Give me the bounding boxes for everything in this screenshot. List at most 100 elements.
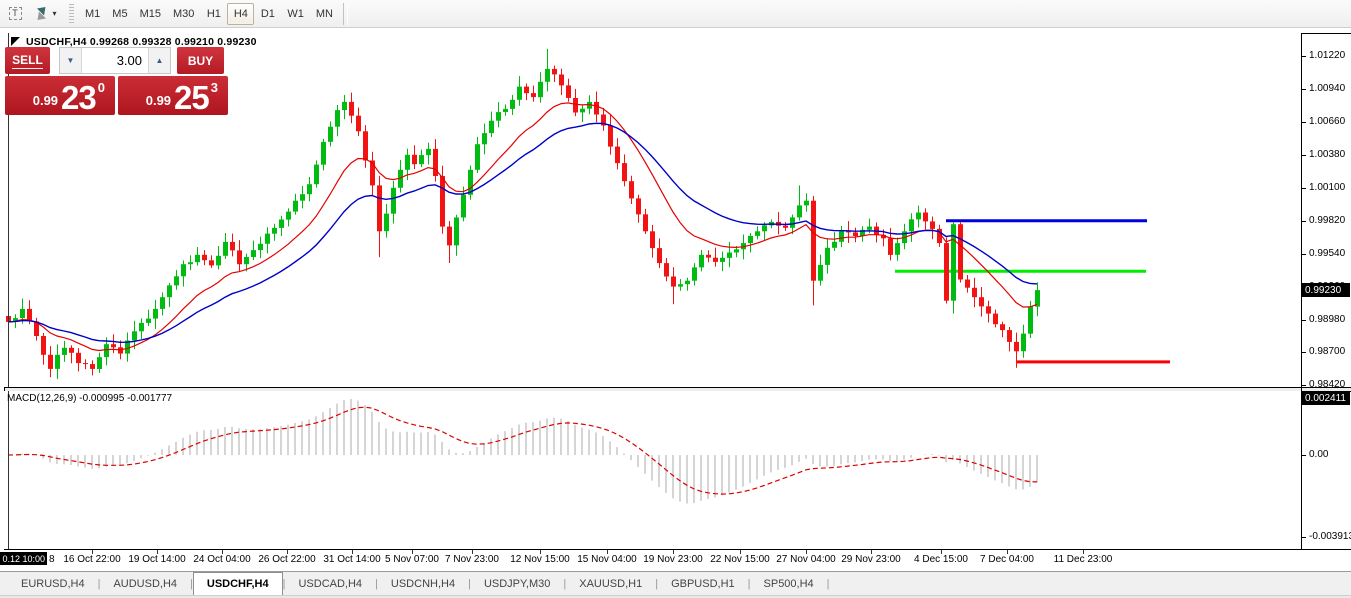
time-tick	[806, 550, 807, 554]
time-label: 27 Nov 04:00	[776, 554, 836, 565]
macd-current-badge: 0.002411	[1302, 392, 1350, 405]
pane-splitter[interactable]	[4, 388, 1351, 391]
time-tick	[941, 550, 942, 554]
tab-separator: |	[655, 577, 659, 590]
price-label: 0.98700	[1309, 346, 1346, 358]
time-label: 26 Oct 22:00	[258, 554, 316, 565]
time-label: 19 Oct 14:00	[128, 554, 186, 565]
toolbar-grip[interactable]	[69, 3, 74, 24]
bottom-strip	[0, 595, 1351, 598]
macd-min-label: -0.003913	[1309, 531, 1351, 542]
timeframe-button-mn[interactable]: MN	[315, 7, 333, 20]
price-label: 1.00380	[1309, 148, 1346, 160]
time-label: 11 Dec 23:00	[1053, 554, 1113, 565]
timeframe-toolbar: M1 M5 M15 M30 H1 H4 D1 W1 MN	[79, 2, 339, 25]
time-tick	[157, 550, 158, 554]
buy-button[interactable]: BUY	[177, 47, 224, 74]
volume-input[interactable]: 3.00	[116, 53, 142, 68]
tab-separator: |	[375, 577, 378, 590]
price-tick	[1302, 319, 1306, 321]
timeframe-button-m1[interactable]: M1	[85, 7, 101, 20]
ohlc-header: USDCHF,H4 0.99268 0.99328 0.99210 0.9923…	[26, 36, 257, 48]
chart-tab-usdcnh[interactable]: USDCNH,H4	[390, 577, 456, 590]
time-label: 4 Dec 15:00	[914, 554, 968, 565]
text-template-icon[interactable]: T	[3, 3, 27, 25]
chart-tab-xauusd[interactable]: XAUUSD,H1	[579, 577, 643, 590]
time-label: 5 Nov 07:00	[385, 554, 439, 565]
buy-price-display[interactable]: 0.99 25 3	[118, 76, 228, 115]
price-tick	[1302, 56, 1306, 57]
current-price-badge: 0.99230	[1302, 283, 1350, 298]
chart-tab-eurusd[interactable]: EURUSD,H4	[21, 577, 85, 590]
time-label: 12 Nov 15:00	[510, 554, 570, 565]
volume-increase-button[interactable]: ▲	[148, 48, 170, 73]
tabbar-separator	[0, 571, 1351, 572]
tab-separator: |	[190, 577, 193, 590]
crosshair-time-badge: 0.12 10:00	[0, 552, 47, 565]
macd-zero-label: 0.00	[1309, 449, 1329, 460]
time-label: 22 Nov 15:00	[710, 554, 770, 565]
price-tick	[1302, 121, 1306, 123]
chart-shift-marker-icon	[11, 37, 20, 46]
time-tick	[673, 550, 674, 554]
time-tick	[222, 550, 223, 554]
sell-button[interactable]: SELL	[5, 47, 50, 74]
tab-separator: |	[826, 577, 830, 590]
buy-price-big: 25	[174, 78, 210, 116]
timeframe-button-h4[interactable]: H4	[227, 2, 255, 25]
sell-price-small: 0.99	[32, 93, 59, 108]
chart-tab-usdjpy[interactable]: USDJPY,M30	[483, 577, 551, 590]
macd-min-tick	[1302, 537, 1306, 538]
sell-price-display[interactable]: 0.99 23 0	[5, 76, 115, 115]
time-label: 29 Nov 23:00	[841, 554, 901, 565]
timeframe-button-w1[interactable]: W1	[287, 7, 304, 20]
one-click-trading-panel: SELL ▼ 3.00 ▲ BUY 0.99 23 0 0.99 25	[5, 47, 229, 115]
buy-price-pipette: 3	[210, 80, 218, 95]
time-axis[interactable]: 0.12 10:00 8 16 Oct 22:00 19 Oct 14:00 24 …	[0, 550, 1351, 571]
chart-tab-usdchf[interactable]: USDCHF,H4	[192, 572, 283, 595]
price-label: 1.00940	[1309, 82, 1346, 94]
time-tick	[740, 550, 741, 554]
price-tick	[1302, 352, 1306, 354]
time-tick	[871, 550, 872, 554]
macd-indicator-pane[interactable]: MACD(12,26,9) -0.000995 -0.001777	[4, 391, 1301, 549]
toolbar-separator	[342, 2, 348, 25]
macd-chart	[7, 391, 1038, 549]
tab-separator: |	[563, 577, 567, 590]
time-tick	[352, 550, 353, 554]
price-tick	[1302, 253, 1306, 255]
price-tick	[1302, 88, 1306, 90]
time-label: 7 Dec 04:00	[980, 554, 1034, 565]
price-axis[interactable]: 1.01220 1.00940 1.00660 1.00380 1.00100 0.998…	[1302, 34, 1351, 390]
timeframe-button-m5[interactable]: M5	[112, 7, 128, 20]
chart-tab-gbpusd[interactable]: GBPUSD,H1	[671, 577, 735, 590]
chart-tab-usdcad[interactable]: USDCAD,H4	[298, 577, 363, 590]
chart-tab-audusd[interactable]: AUDUSD,H4	[113, 577, 178, 590]
price-tick	[1302, 385, 1306, 387]
price-label: 0.98980	[1309, 313, 1346, 325]
timeframe-button-m30[interactable]: M30	[172, 7, 195, 20]
chart-tab-sp500[interactable]: SP500,H4	[763, 577, 814, 590]
price-label: 1.00660	[1309, 115, 1346, 127]
macd-axis[interactable]: 0.002411 0.00 -0.003913	[1302, 392, 1351, 549]
time-tick	[1007, 550, 1008, 554]
main-chart-pane[interactable]: USDCHF,H4 0.99268 0.99328 0.99210 0.9923…	[4, 33, 1301, 387]
dropdown-caret-icon[interactable]: ▾	[52, 9, 57, 18]
time-label: 24 Oct 04:00	[193, 554, 251, 565]
time-label: 31 Oct 14:00	[323, 554, 381, 565]
volume-decrease-button[interactable]: ▼	[60, 48, 82, 73]
price-tick	[1302, 220, 1306, 222]
time-tick	[1083, 550, 1084, 554]
time-label: 7 Nov 23:00	[445, 554, 499, 565]
time-tick	[92, 550, 93, 554]
price-label: 0.99540	[1309, 247, 1346, 259]
time-tick	[540, 550, 541, 554]
price-label: 1.01220	[1309, 50, 1346, 61]
timeframe-button-d1[interactable]: D1	[260, 7, 275, 20]
time-tick	[472, 550, 473, 554]
timeframe-button-m15[interactable]: M15	[139, 7, 161, 20]
timeframe-button-h1[interactable]: H1	[206, 7, 221, 20]
buy-price-small: 0.99	[145, 93, 172, 108]
arrange-arrows-icon[interactable]: ▾	[29, 2, 63, 25]
